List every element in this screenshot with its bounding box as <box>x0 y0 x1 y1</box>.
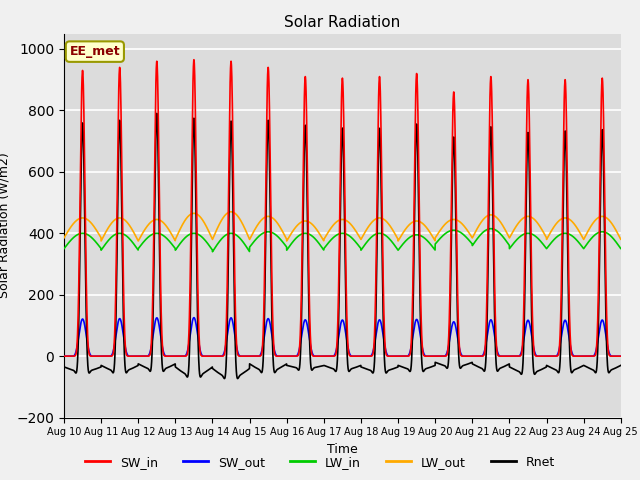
SW_in <box>322 353 330 359</box>
SW_out <box>616 353 624 359</box>
SW_out <box>160 351 168 357</box>
X-axis label: Time: Time <box>327 443 358 456</box>
LW_out <box>617 236 625 242</box>
Line: Rnet: Rnet <box>64 113 621 379</box>
SW_in <box>499 353 507 359</box>
Title: Solar Radiation: Solar Radiation <box>284 15 401 30</box>
LW_out <box>436 227 444 233</box>
Rnet <box>616 363 624 369</box>
Rnet <box>160 368 168 373</box>
SW_in <box>160 353 168 359</box>
Line: SW_in: SW_in <box>64 60 621 356</box>
LW_out <box>160 221 168 227</box>
LW_in <box>499 234 507 240</box>
SW_in <box>467 353 475 359</box>
Rnet <box>467 360 475 366</box>
SW_in <box>190 57 198 62</box>
LW_out <box>227 209 235 215</box>
LW_out <box>467 233 475 239</box>
LW_in <box>487 226 495 231</box>
LW_out <box>499 223 507 228</box>
Rnet <box>153 110 161 116</box>
SW_out <box>190 315 198 321</box>
LW_in <box>60 246 68 252</box>
LW_in <box>160 233 168 239</box>
Rnet <box>617 362 625 368</box>
LW_in <box>209 249 216 254</box>
SW_in <box>436 353 444 359</box>
Line: SW_out: SW_out <box>64 318 621 356</box>
SW_in <box>60 353 68 359</box>
LW_out <box>60 235 68 241</box>
LW_in <box>322 243 330 249</box>
LW_out <box>322 233 330 239</box>
SW_out <box>617 353 625 359</box>
Text: EE_met: EE_met <box>70 45 120 58</box>
Rnet <box>436 361 444 367</box>
Rnet <box>60 364 68 370</box>
LW_in <box>617 246 625 252</box>
Rnet <box>322 363 330 369</box>
LW_out <box>616 235 624 241</box>
Rnet <box>499 364 507 370</box>
LW_in <box>436 235 444 241</box>
SW_out <box>499 353 507 359</box>
LW_in <box>467 240 475 246</box>
SW_out <box>322 353 330 359</box>
LW_in <box>616 245 624 251</box>
SW_out <box>436 353 444 359</box>
Legend: SW_in, SW_out, LW_in, LW_out, Rnet: SW_in, SW_out, LW_in, LW_out, Rnet <box>80 451 560 474</box>
Rnet <box>221 376 228 382</box>
Line: LW_out: LW_out <box>64 212 621 241</box>
SW_in <box>616 353 624 359</box>
SW_out <box>467 353 475 359</box>
Line: LW_in: LW_in <box>64 228 621 252</box>
LW_out <box>97 238 105 244</box>
Y-axis label: Solar Radiation (W/m2): Solar Radiation (W/m2) <box>0 153 11 299</box>
SW_out <box>60 353 68 359</box>
SW_in <box>617 353 625 359</box>
